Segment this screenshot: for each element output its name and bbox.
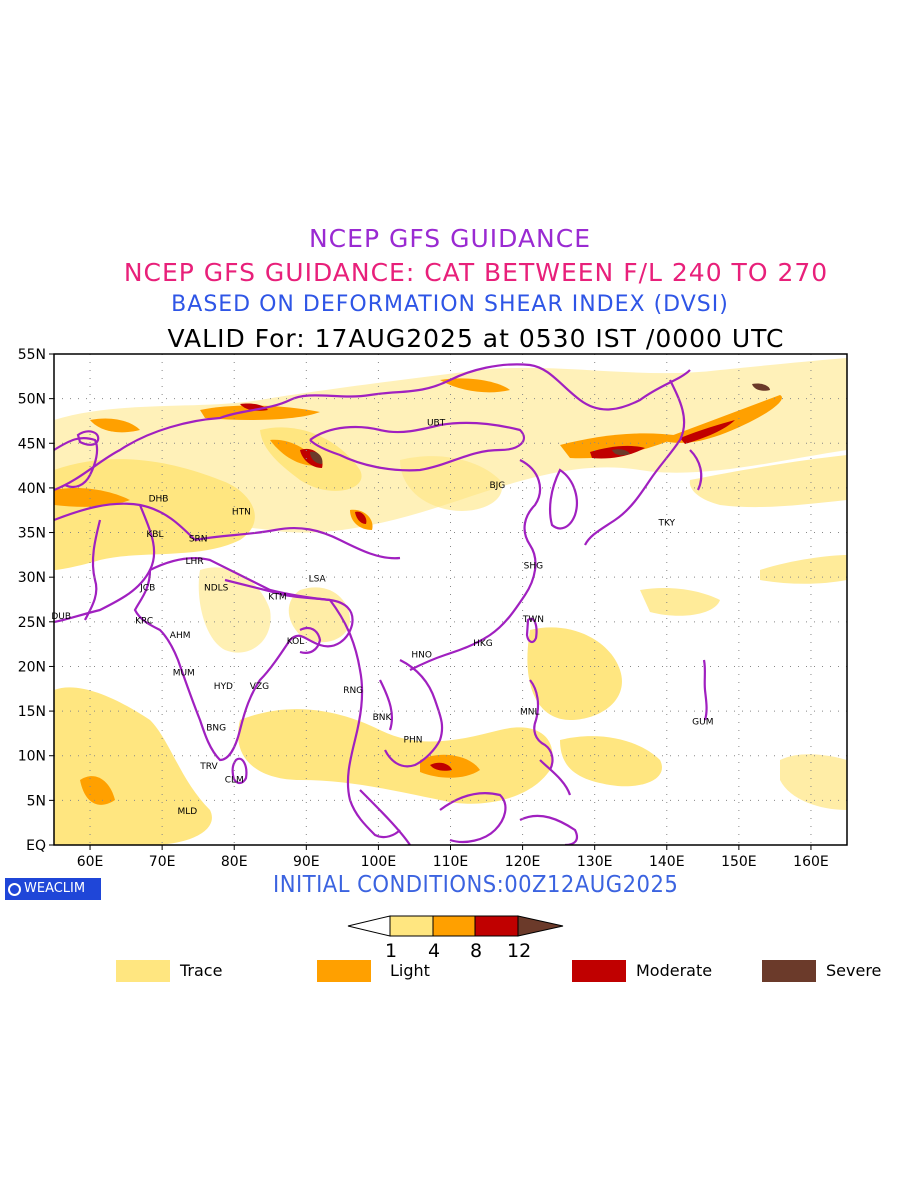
logo-text: WEACLIM: [24, 881, 86, 896]
colorbar-tick-12: 12: [507, 940, 532, 962]
lon-label: 110E: [433, 854, 469, 870]
boundaries: [54, 363, 708, 845]
station-label-kol: KOL: [287, 637, 305, 647]
station-label-hyd: HYD: [214, 682, 233, 692]
light-areas: [54, 378, 782, 805]
station-label-rng: RNG: [343, 686, 363, 696]
lat-label: 35N: [18, 526, 46, 542]
lon-label: 100E: [361, 854, 397, 870]
station-label-htn: HTN: [232, 508, 251, 518]
lon-label: 150E: [721, 854, 757, 870]
station-label-bnk: BNK: [373, 713, 393, 723]
legend-swatch-light: [317, 960, 371, 982]
colorbar-light: [432, 915, 476, 937]
station-label-vzg: VZG: [250, 682, 269, 692]
lon-label: 60E: [77, 854, 104, 870]
lon-label: 140E: [649, 854, 685, 870]
station-label-dub: DUB: [51, 612, 71, 622]
station-label-ndls: NDLS: [204, 584, 229, 594]
trace-areas: [54, 358, 847, 845]
turbulence-map: 55N 50N 45N 40N 35N 30N 25N 20N 15N 10N 5N EQ 60E 70…: [18, 347, 848, 870]
station-label-lsa: LSA: [309, 575, 327, 585]
colorbar-tick-4: 4: [428, 940, 441, 962]
turbulence-field: [54, 358, 847, 845]
lat-label: EQ: [26, 838, 46, 854]
station-label-twn: TWN: [522, 615, 544, 625]
station-label-mnl: MNL: [520, 708, 540, 718]
station-label-mum: MUM: [173, 668, 195, 678]
lat-label: 20N: [18, 659, 46, 675]
lat-label: 55N: [18, 347, 46, 363]
lat-label: 45N: [18, 436, 46, 452]
station-label-bjg: BJG: [489, 481, 505, 491]
station-label-ubt: UBT: [427, 418, 446, 428]
colorbar-moderate: [474, 915, 519, 937]
station-label-lhr: LHR: [186, 557, 204, 567]
legend-swatch-trace: [116, 960, 170, 982]
colorbar-tick-1: 1: [385, 940, 398, 962]
station-labels: UBT BJG TKY DHB HTN KBL SRN LHR SHG LSA JCB NDLS KTM…: [51, 418, 713, 816]
station-label-shg: SHG: [524, 561, 543, 571]
station-label-trv: TRV: [199, 762, 218, 772]
lat-label: 40N: [18, 481, 46, 497]
colorbar-low-arrow: [347, 915, 391, 937]
latitude-labels: 55N 50N 45N 40N 35N 30N 25N 20N 15N 10N 5N EQ: [18, 347, 46, 854]
legend-swatch-moderate: [572, 960, 626, 982]
colorbar-severe-arrow: [517, 915, 564, 937]
station-label-srn: SRN: [189, 534, 208, 544]
lat-label: 5N: [27, 793, 46, 809]
colorbar: [347, 915, 564, 937]
lat-label: 30N: [18, 570, 46, 586]
lon-label: 90E: [293, 854, 320, 870]
title-cat-levels: NCEP GFS GUIDANCE: CAT BETWEEN F/L 240 T…: [123, 258, 829, 287]
station-label-kbl: KBL: [146, 530, 163, 540]
station-label-mld: MLD: [178, 807, 198, 817]
station-label-hno: HNO: [411, 651, 432, 661]
legend-label-severe: Severe: [826, 961, 882, 980]
legend-label-moderate: Moderate: [636, 961, 713, 980]
lat-label: 50N: [18, 392, 46, 408]
station-label-jcb: JCB: [139, 584, 155, 594]
weaclim-logo: WEACLIM: [5, 878, 101, 900]
title-main: NCEP GFS GUIDANCE: [308, 224, 591, 253]
lon-label: 80E: [221, 854, 248, 870]
station-label-phn: PHN: [404, 735, 423, 745]
initial-conditions: INITIAL CONDITIONS:00Z12AUG2025: [273, 872, 679, 898]
station-label-krc: KRC: [135, 617, 153, 627]
lat-label: 15N: [18, 704, 46, 720]
lon-label: 70E: [149, 854, 176, 870]
colorbar-trace: [389, 915, 434, 937]
axis-ticks: [49, 353, 812, 850]
longitude-labels: 60E 70E 80E 90E 100E 110E 120E 130E 140E 150E 160E: [77, 854, 829, 870]
station-label-ktm: KTM: [268, 593, 286, 603]
legend-label-light: Light: [390, 961, 430, 980]
station-label-tky: TKY: [657, 518, 675, 528]
station-label-dhb: DHB: [149, 494, 169, 504]
title-index-basis: BASED ON DEFORMATION SHEAR INDEX (DVSI): [171, 292, 729, 317]
lat-label: 10N: [18, 749, 46, 765]
legend-swatch-severe: [762, 960, 816, 982]
station-label-ahm: AHM: [170, 631, 191, 641]
colorbar-tick-8: 8: [470, 940, 483, 962]
station-label-bng: BNG: [206, 724, 226, 734]
lon-label: 130E: [577, 854, 613, 870]
lat-label: 25N: [18, 615, 46, 631]
lon-label: 120E: [505, 854, 541, 870]
weaclim-icon: [8, 883, 21, 896]
legend-label-trace: Trace: [180, 961, 223, 980]
station-label-gum: GUM: [692, 717, 713, 727]
lon-label: 160E: [793, 854, 829, 870]
station-label-hkg: HKG: [473, 639, 493, 649]
severe-areas: [310, 383, 770, 464]
title-valid-time: VALID For: 17AUG2025 at 0530 IST /0000 U…: [167, 324, 785, 353]
station-label-clm: CLM: [225, 776, 244, 786]
